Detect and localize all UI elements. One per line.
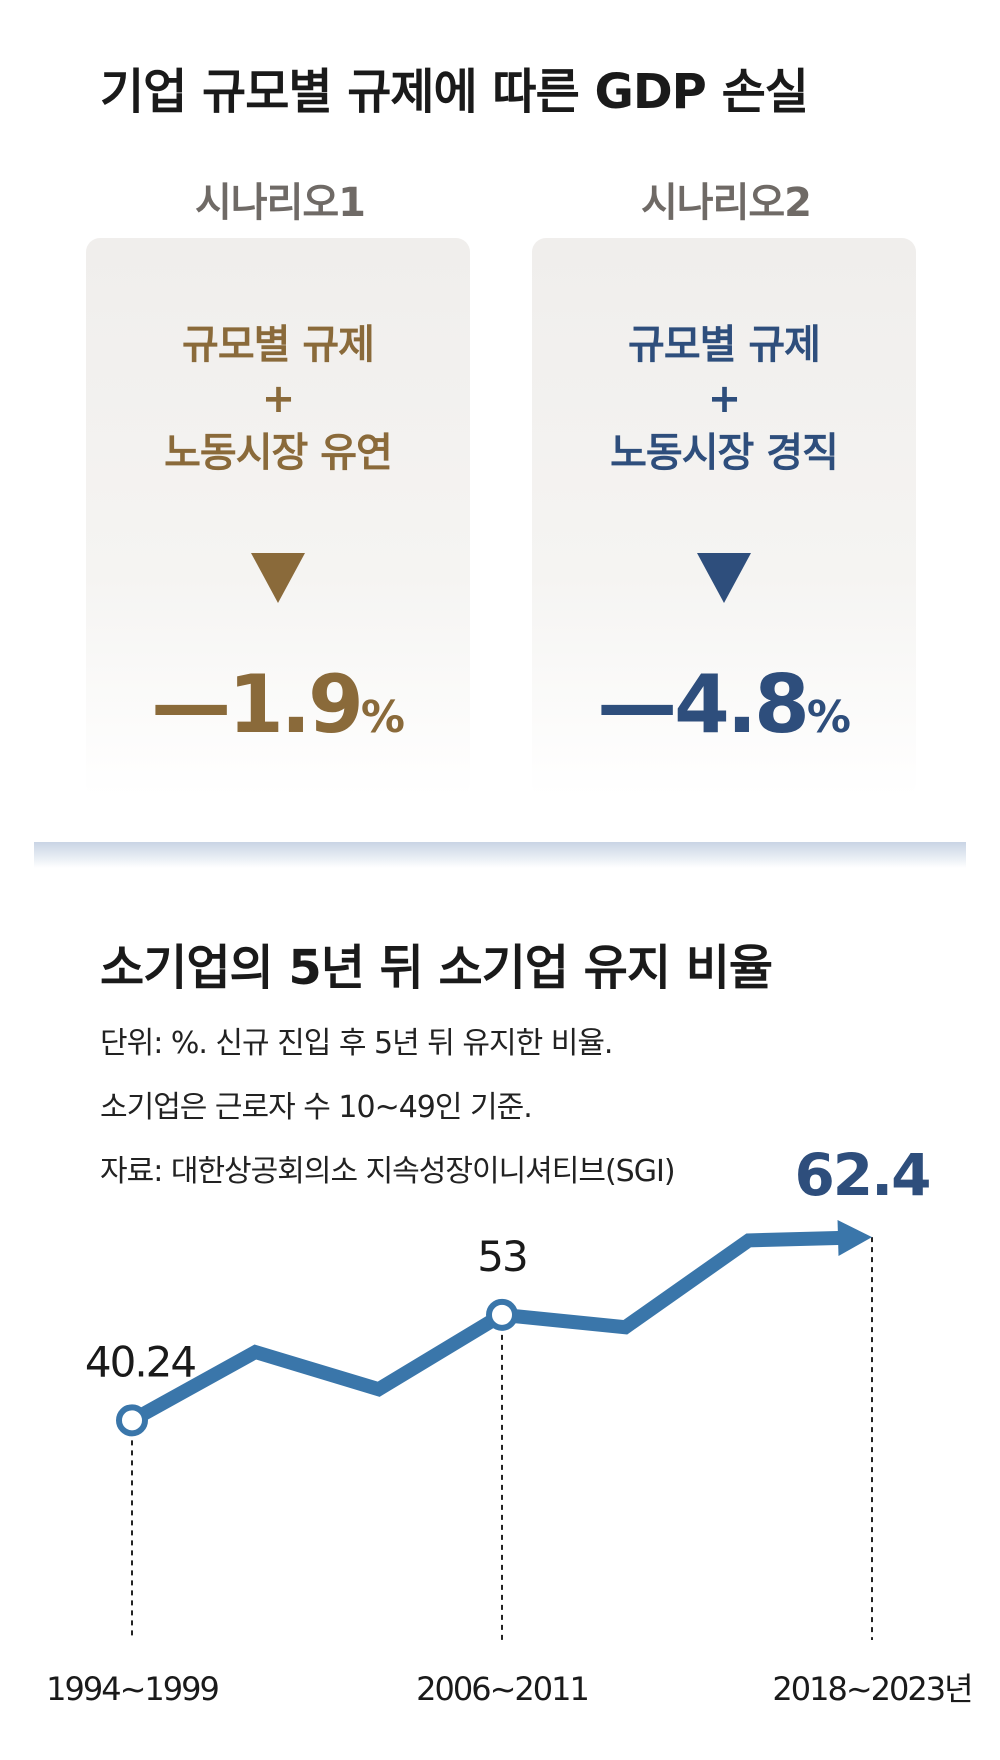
scenario-1-line3: 노동시장 유연 — [164, 430, 393, 476]
source-note: 자료: 대한상공회의소 지속성장이니셔티브(SGI) — [100, 1154, 676, 1189]
unit-note: 단위: %. 신규 진입 후 5년 뒤 유지한 비율. — [100, 1026, 613, 1061]
down-triangle-icon — [697, 553, 751, 603]
arrow-head — [837, 1220, 872, 1256]
x-tick-label: 2006~2011 — [416, 1670, 588, 1708]
section-divider — [34, 842, 966, 868]
scenario-1-card: 규모별 규제 + 노동시장 유연 —1.9% — [86, 238, 470, 798]
data-label: 62.4 — [794, 1141, 929, 1209]
data-label: 40.24 — [85, 1337, 196, 1386]
scenario-2-condition: 규모별 규제 + 노동시장 경직 — [532, 318, 916, 480]
scenario-1-line1: 규모별 규제 — [182, 322, 375, 368]
infographic-title: 기업 규모별 규제에 따른 GDP 손실 — [100, 64, 809, 120]
scenario-2-unit: % — [806, 692, 851, 743]
scenario-1-unit: % — [360, 692, 405, 743]
scenario-1-plus: + — [261, 376, 296, 422]
data-label: 53 — [477, 1232, 526, 1281]
down-triangle-icon — [251, 553, 305, 603]
scenario-2-card: 규모별 규제 + 노동시장 경직 —4.8% — [532, 238, 916, 798]
scenario-2-plus: + — [707, 376, 742, 422]
scenario-1-value: —1.9 — [151, 658, 364, 751]
data-point — [486, 1298, 518, 1331]
scenario-2-label: 시나리오2 — [640, 180, 812, 226]
scenario-2-line1: 규모별 규제 — [628, 322, 821, 368]
scenario-1-gdp-loss: —1.9% — [86, 658, 470, 751]
scenario-2-value: —4.8 — [597, 658, 810, 751]
x-tick-label: 1994~1999 — [46, 1670, 218, 1708]
data-point — [116, 1404, 148, 1437]
definition-note: 소기업은 근로자 수 10~49인 기준. — [100, 1090, 533, 1125]
x-tick-label: 2018~2023년 — [772, 1670, 971, 1708]
scenario-1-condition: 규모별 규제 + 노동시장 유연 — [86, 318, 470, 480]
chart-title: 소기업의 5년 뒤 소기업 유지 비율 — [100, 940, 773, 996]
scenario-2-line3: 노동시장 경직 — [610, 430, 839, 476]
scenario-2-gdp-loss: —4.8% — [532, 658, 916, 751]
scenario-1-label: 시나리오1 — [194, 180, 366, 226]
